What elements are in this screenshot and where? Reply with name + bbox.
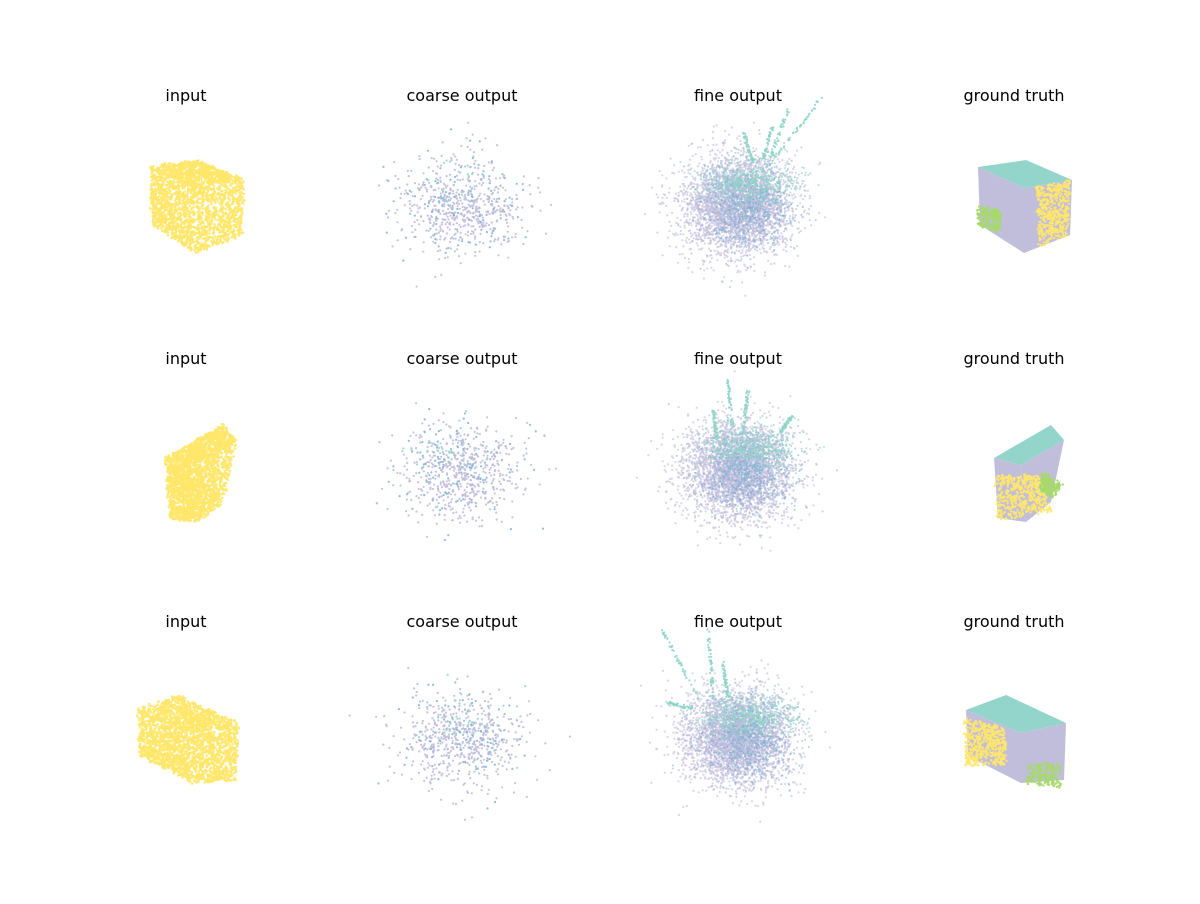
panel-title-r2-fine: fine output [694,349,782,368]
panel-title-r3-coarse: coarse output [406,612,517,631]
point-cloud-r3-input [136,695,240,785]
panel-title-r1-fine: fine output [694,86,782,105]
point-cloud-r1-coarse [378,122,552,288]
point-cloud-r2-truth [993,425,1064,522]
point-cloud-r1-input [149,159,246,254]
panel-title-r1-truth: ground truth [963,86,1064,105]
panel-title-r2-input: input [165,349,206,368]
panel-title-r1-coarse: coarse output [406,86,517,105]
point-cloud-r1-truth [976,160,1072,253]
point-cloud-r3-fine [640,628,831,823]
point-cloud-r3-coarse [349,667,572,821]
point-cloud-r2-input [164,423,238,523]
panel-title-r3-truth: ground truth [963,612,1064,631]
point-cloud-r3-truth [963,695,1066,789]
panel-title-r3-fine: fine output [694,612,782,631]
panel-title-r1-input: input [165,86,206,105]
point-cloud-r1-fine [644,97,826,297]
panel-title-r3-input: input [165,612,206,631]
panel-title-r2-coarse: coarse output [406,349,517,368]
panel-title-r2-truth: ground truth [963,349,1064,368]
point-cloud-r2-coarse [376,402,557,541]
point-cloud-r2-fine [636,370,838,552]
